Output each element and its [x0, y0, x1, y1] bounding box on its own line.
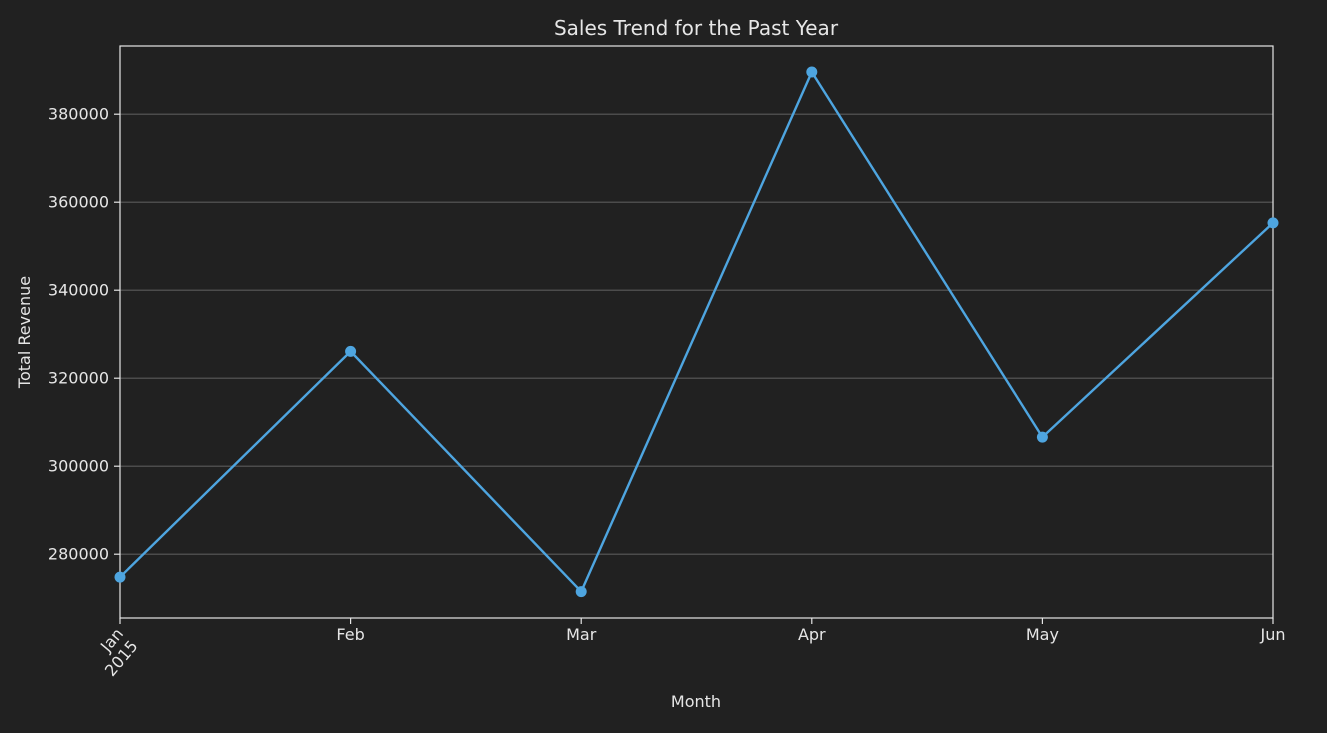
x-axis-label: Month	[671, 692, 721, 711]
y-tick-label: 300000	[48, 457, 109, 476]
y-tick-label: 280000	[48, 545, 109, 564]
series-revenue	[114, 66, 1279, 598]
x-tick-label: May	[1026, 625, 1059, 644]
y-axis-ticks: 280000 300000 320000 340000 360000 380000	[48, 105, 120, 564]
y-tick-label: 380000	[48, 105, 109, 124]
y-tick-label: 320000	[48, 369, 109, 388]
x-tick-label: Apr	[798, 625, 826, 644]
data-point	[345, 345, 357, 357]
data-point	[806, 66, 818, 78]
data-point	[575, 586, 587, 598]
chart-title: Sales Trend for the Past Year	[554, 16, 839, 40]
y-tick-label: 340000	[48, 281, 109, 300]
x-tick-label: Mar	[566, 625, 597, 644]
gridlines	[120, 113, 1273, 555]
data-point	[114, 571, 126, 583]
y-tick-label: 360000	[48, 193, 109, 212]
x-tick-label: Feb	[336, 625, 364, 644]
x-tick-label: Jun	[1260, 625, 1286, 644]
series-line	[119, 70, 1274, 593]
plot-frame	[119, 45, 1274, 619]
data-point	[1267, 217, 1279, 229]
y-axis-label: Total Revenue	[15, 276, 34, 389]
data-point	[1036, 431, 1048, 443]
